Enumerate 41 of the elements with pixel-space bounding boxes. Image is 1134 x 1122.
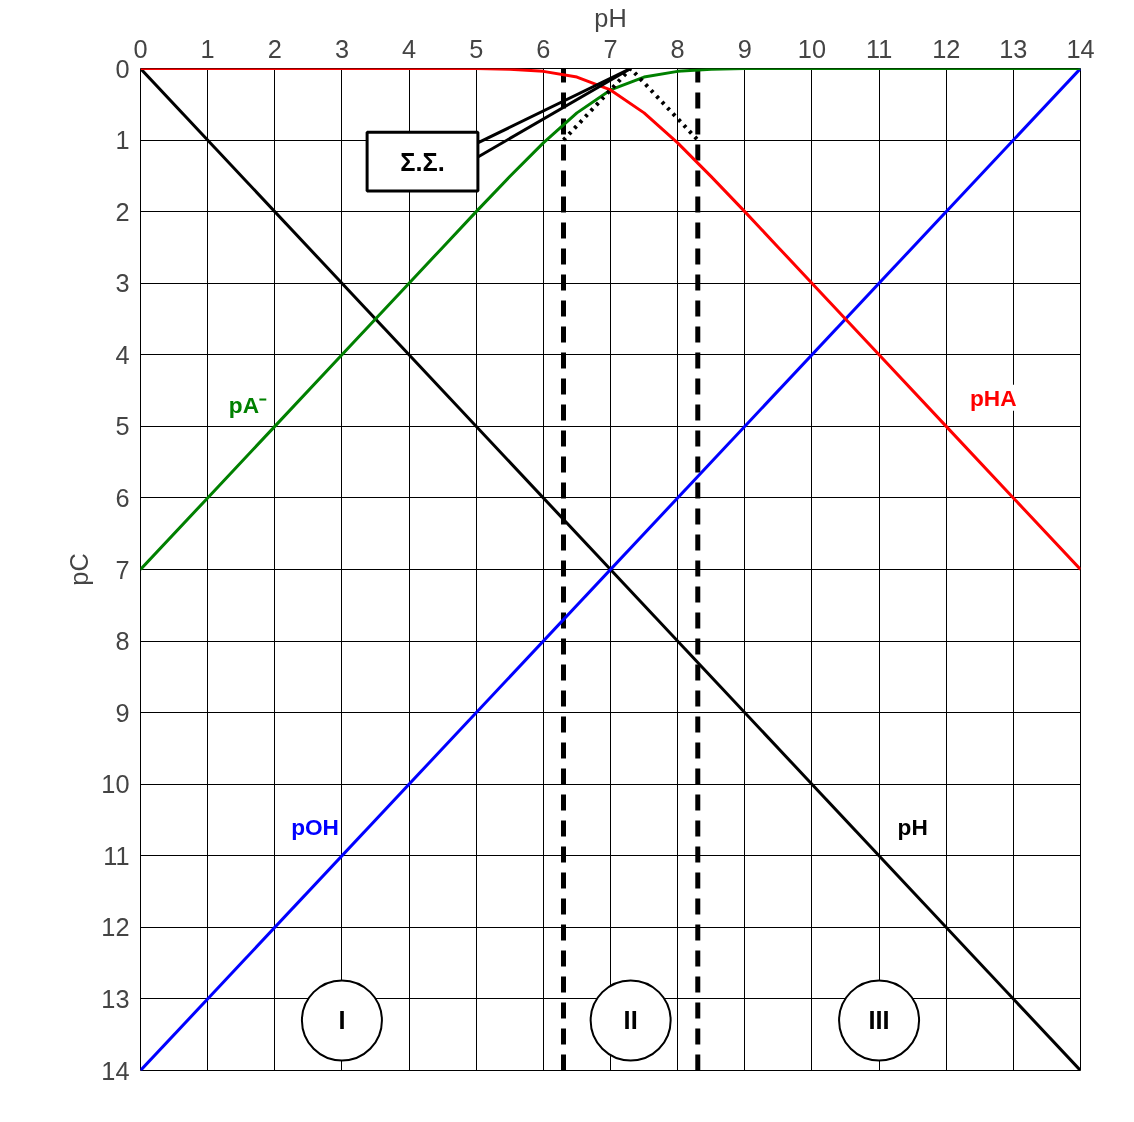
y-tick-label: 11: [103, 841, 130, 870]
y-tick-label: 10: [101, 770, 130, 799]
x-tick-label: 5: [469, 34, 484, 63]
series-label: pHA: [969, 384, 1017, 411]
x-tick-label: 10: [797, 34, 827, 63]
y-tick-label: 2: [115, 197, 130, 226]
x-tick-label: 9: [737, 34, 752, 63]
series-label: pOH: [291, 814, 339, 841]
y-tick-label: 3: [115, 269, 130, 298]
x-tick-label: 13: [999, 34, 1028, 63]
series-label: pA⁻: [228, 391, 268, 418]
x-tick-label: 7: [603, 34, 618, 63]
y-tick-label: 12: [101, 913, 130, 942]
annotation: I: [338, 1006, 346, 1035]
y-tick-label: 6: [115, 483, 130, 512]
x-axis-title: pH: [594, 3, 627, 32]
y-tick-label: 13: [101, 984, 130, 1013]
x-tick-label: 0: [133, 34, 148, 63]
y-tick-label: 9: [115, 698, 130, 727]
x-tick-label: 4: [402, 34, 417, 63]
y-tick-label: 7: [115, 555, 130, 584]
y-tick-label: 5: [115, 412, 130, 441]
y-tick-label: 4: [115, 340, 130, 369]
x-tick-label: 3: [334, 34, 349, 63]
y-tick-label: 0: [115, 54, 130, 83]
y-axis-title: pC: [65, 553, 94, 586]
line-series: [140, 68, 1081, 571]
annotation: Σ.Σ.: [400, 147, 445, 176]
annotation: II: [623, 1006, 638, 1035]
y-tick-label: 14: [101, 1056, 130, 1085]
y-tick-label: 1: [115, 126, 130, 155]
x-tick-label: 2: [267, 34, 282, 63]
series-label: pH: [897, 814, 928, 841]
x-tick-label: 6: [536, 34, 551, 63]
annotation: III: [868, 1006, 890, 1035]
y-tick-label: 8: [115, 627, 130, 656]
x-tick-label: 11: [865, 34, 893, 63]
x-tick-label: 8: [670, 34, 685, 63]
x-tick-label: 1: [200, 34, 215, 63]
x-tick-label: 12: [932, 34, 961, 63]
x-tick-label: 14: [1066, 34, 1095, 63]
